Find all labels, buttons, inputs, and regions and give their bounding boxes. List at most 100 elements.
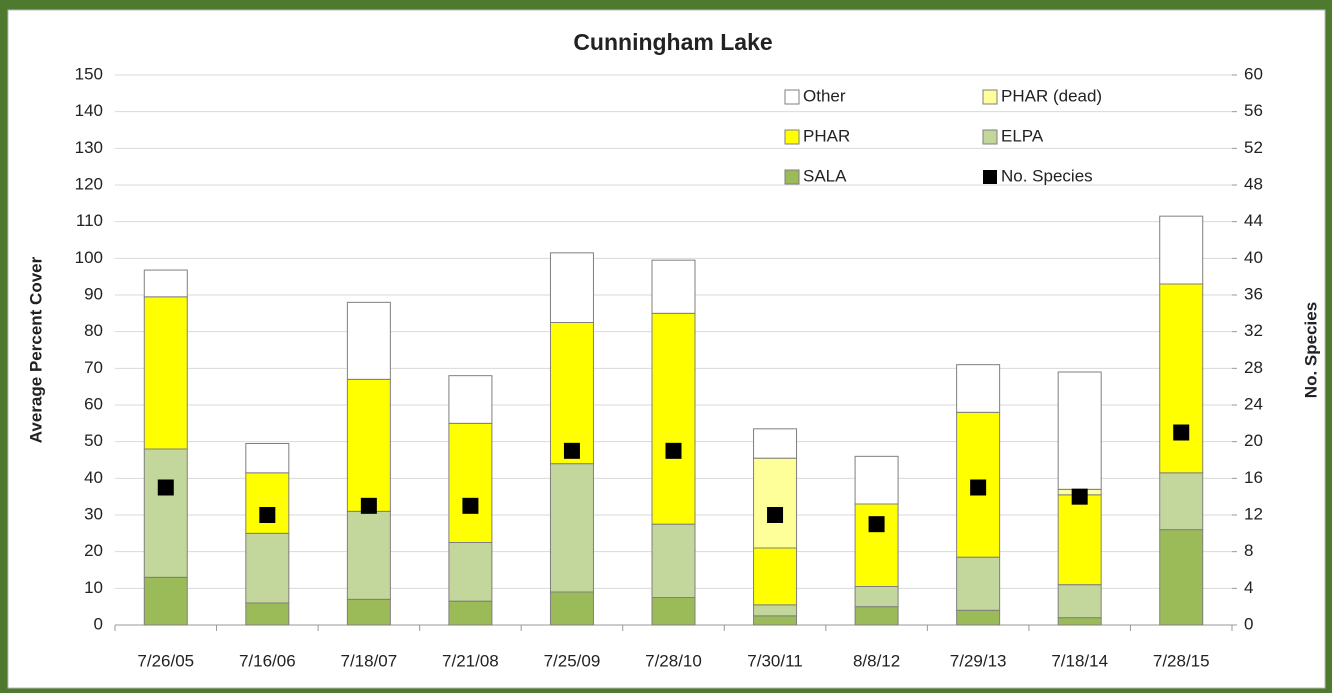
bar-segment	[1057, 371, 1102, 490]
legend-swatch	[784, 129, 800, 145]
bar-segment	[245, 532, 290, 604]
bar-segment	[1159, 215, 1204, 285]
y-tick-label: 50	[84, 431, 103, 450]
y-tick-label: 120	[75, 174, 103, 193]
bar-segment	[651, 597, 696, 626]
bar-segment	[1159, 529, 1204, 626]
legend-label: PHAR (dead)	[1001, 86, 1102, 105]
y2-tick-label: 12	[1244, 504, 1263, 523]
y2-tick-label: 0	[1244, 614, 1253, 633]
y2-tick-label: 32	[1244, 321, 1263, 340]
y-tick-label: 20	[84, 541, 103, 560]
bar-segment	[346, 378, 391, 512]
y-axis-title: Average Percent Cover	[26, 256, 45, 443]
x-tick-label: 7/18/07	[340, 651, 397, 670]
marker	[1071, 488, 1088, 505]
x-tick-label: 7/21/08	[442, 651, 499, 670]
y2-axis-title: No. Species	[1301, 302, 1320, 398]
legend-label: PHAR	[803, 126, 850, 145]
y2-tick-label: 24	[1244, 394, 1263, 413]
bar-segment	[448, 600, 493, 626]
legend-label: SALA	[803, 166, 847, 185]
y2-tick-label: 36	[1244, 284, 1263, 303]
x-tick-label: 7/25/09	[544, 651, 601, 670]
y-tick-label: 60	[84, 394, 103, 413]
marker	[563, 442, 580, 459]
x-tick-label: 7/29/13	[950, 651, 1007, 670]
y-tick-label: 150	[75, 64, 103, 83]
bar-segment	[346, 510, 391, 600]
bar-segment	[956, 364, 1001, 413]
legend-swatch	[784, 169, 800, 185]
y-tick-label: 10	[84, 578, 103, 597]
y2-tick-label: 16	[1244, 468, 1263, 487]
bar-segment	[1057, 494, 1102, 586]
y2-tick-label: 56	[1244, 101, 1263, 120]
bar-segment	[448, 542, 493, 602]
marker	[360, 497, 377, 514]
x-tick-label: 7/16/06	[239, 651, 296, 670]
bar-segment	[549, 252, 594, 323]
legend-swatch	[982, 129, 998, 145]
legend-label: ELPA	[1001, 126, 1044, 145]
legend-label: Other	[803, 86, 846, 105]
y2-tick-label: 4	[1244, 578, 1253, 597]
bar-segment	[753, 604, 798, 617]
bar-segment	[753, 428, 798, 459]
bar-segment	[753, 457, 798, 549]
bar-segment	[753, 547, 798, 606]
y2-tick-label: 48	[1244, 174, 1263, 193]
bar-segment	[1057, 617, 1102, 626]
marker	[970, 479, 987, 496]
y-tick-label: 40	[84, 468, 103, 487]
y-tick-label: 110	[76, 211, 103, 230]
marker	[868, 516, 885, 533]
y-tick-label: 140	[75, 101, 103, 120]
bar-segment	[346, 598, 391, 626]
legend-swatch	[982, 89, 998, 105]
x-tick-label: 7/26/05	[137, 651, 194, 670]
y-tick-label: 70	[84, 358, 103, 377]
legend-swatch	[983, 170, 997, 184]
y-tick-label: 130	[75, 138, 103, 157]
y2-tick-label: 44	[1244, 211, 1263, 230]
bar-segment	[1057, 584, 1102, 619]
bar-segment	[854, 455, 899, 505]
y2-tick-label: 52	[1244, 138, 1263, 157]
marker	[767, 507, 784, 523]
legend-label: No. Species	[1001, 166, 1093, 185]
bar-segment	[346, 301, 391, 380]
y2-tick-label: 8	[1244, 541, 1253, 560]
bar-segment	[143, 576, 188, 626]
y-tick-label: 100	[75, 248, 103, 267]
y2-tick-label: 28	[1244, 358, 1263, 377]
y-tick-label: 90	[84, 284, 103, 303]
x-tick-label: 7/28/15	[1153, 651, 1210, 670]
legend-swatch	[784, 89, 800, 105]
chart-title: Cunningham Lake	[573, 29, 772, 55]
x-tick-label: 7/30/11	[747, 651, 802, 670]
y-tick-label: 80	[84, 321, 103, 340]
bar-segment	[143, 448, 188, 578]
bar-segment	[549, 322, 594, 465]
bar-segment	[549, 591, 594, 626]
bar-segment	[143, 269, 188, 298]
bar-segment	[753, 615, 798, 626]
y2-tick-label: 40	[1244, 248, 1263, 267]
bar-segment	[448, 422, 493, 544]
bar-segment	[245, 602, 290, 626]
bar-segment	[245, 443, 290, 474]
bar-segment	[245, 472, 290, 534]
bar-segment	[956, 609, 1001, 626]
bar-segment	[1159, 283, 1204, 474]
y2-tick-label: 60	[1244, 64, 1263, 83]
bar-segment	[651, 523, 696, 599]
x-tick-label: 8/8/12	[853, 651, 900, 670]
bar-segment	[448, 375, 493, 424]
bar-segment	[1159, 472, 1204, 531]
bar-segment	[651, 259, 696, 314]
bar-segment	[549, 463, 594, 593]
x-tick-label: 7/18/14	[1051, 651, 1108, 670]
bar-segment	[854, 586, 899, 608]
